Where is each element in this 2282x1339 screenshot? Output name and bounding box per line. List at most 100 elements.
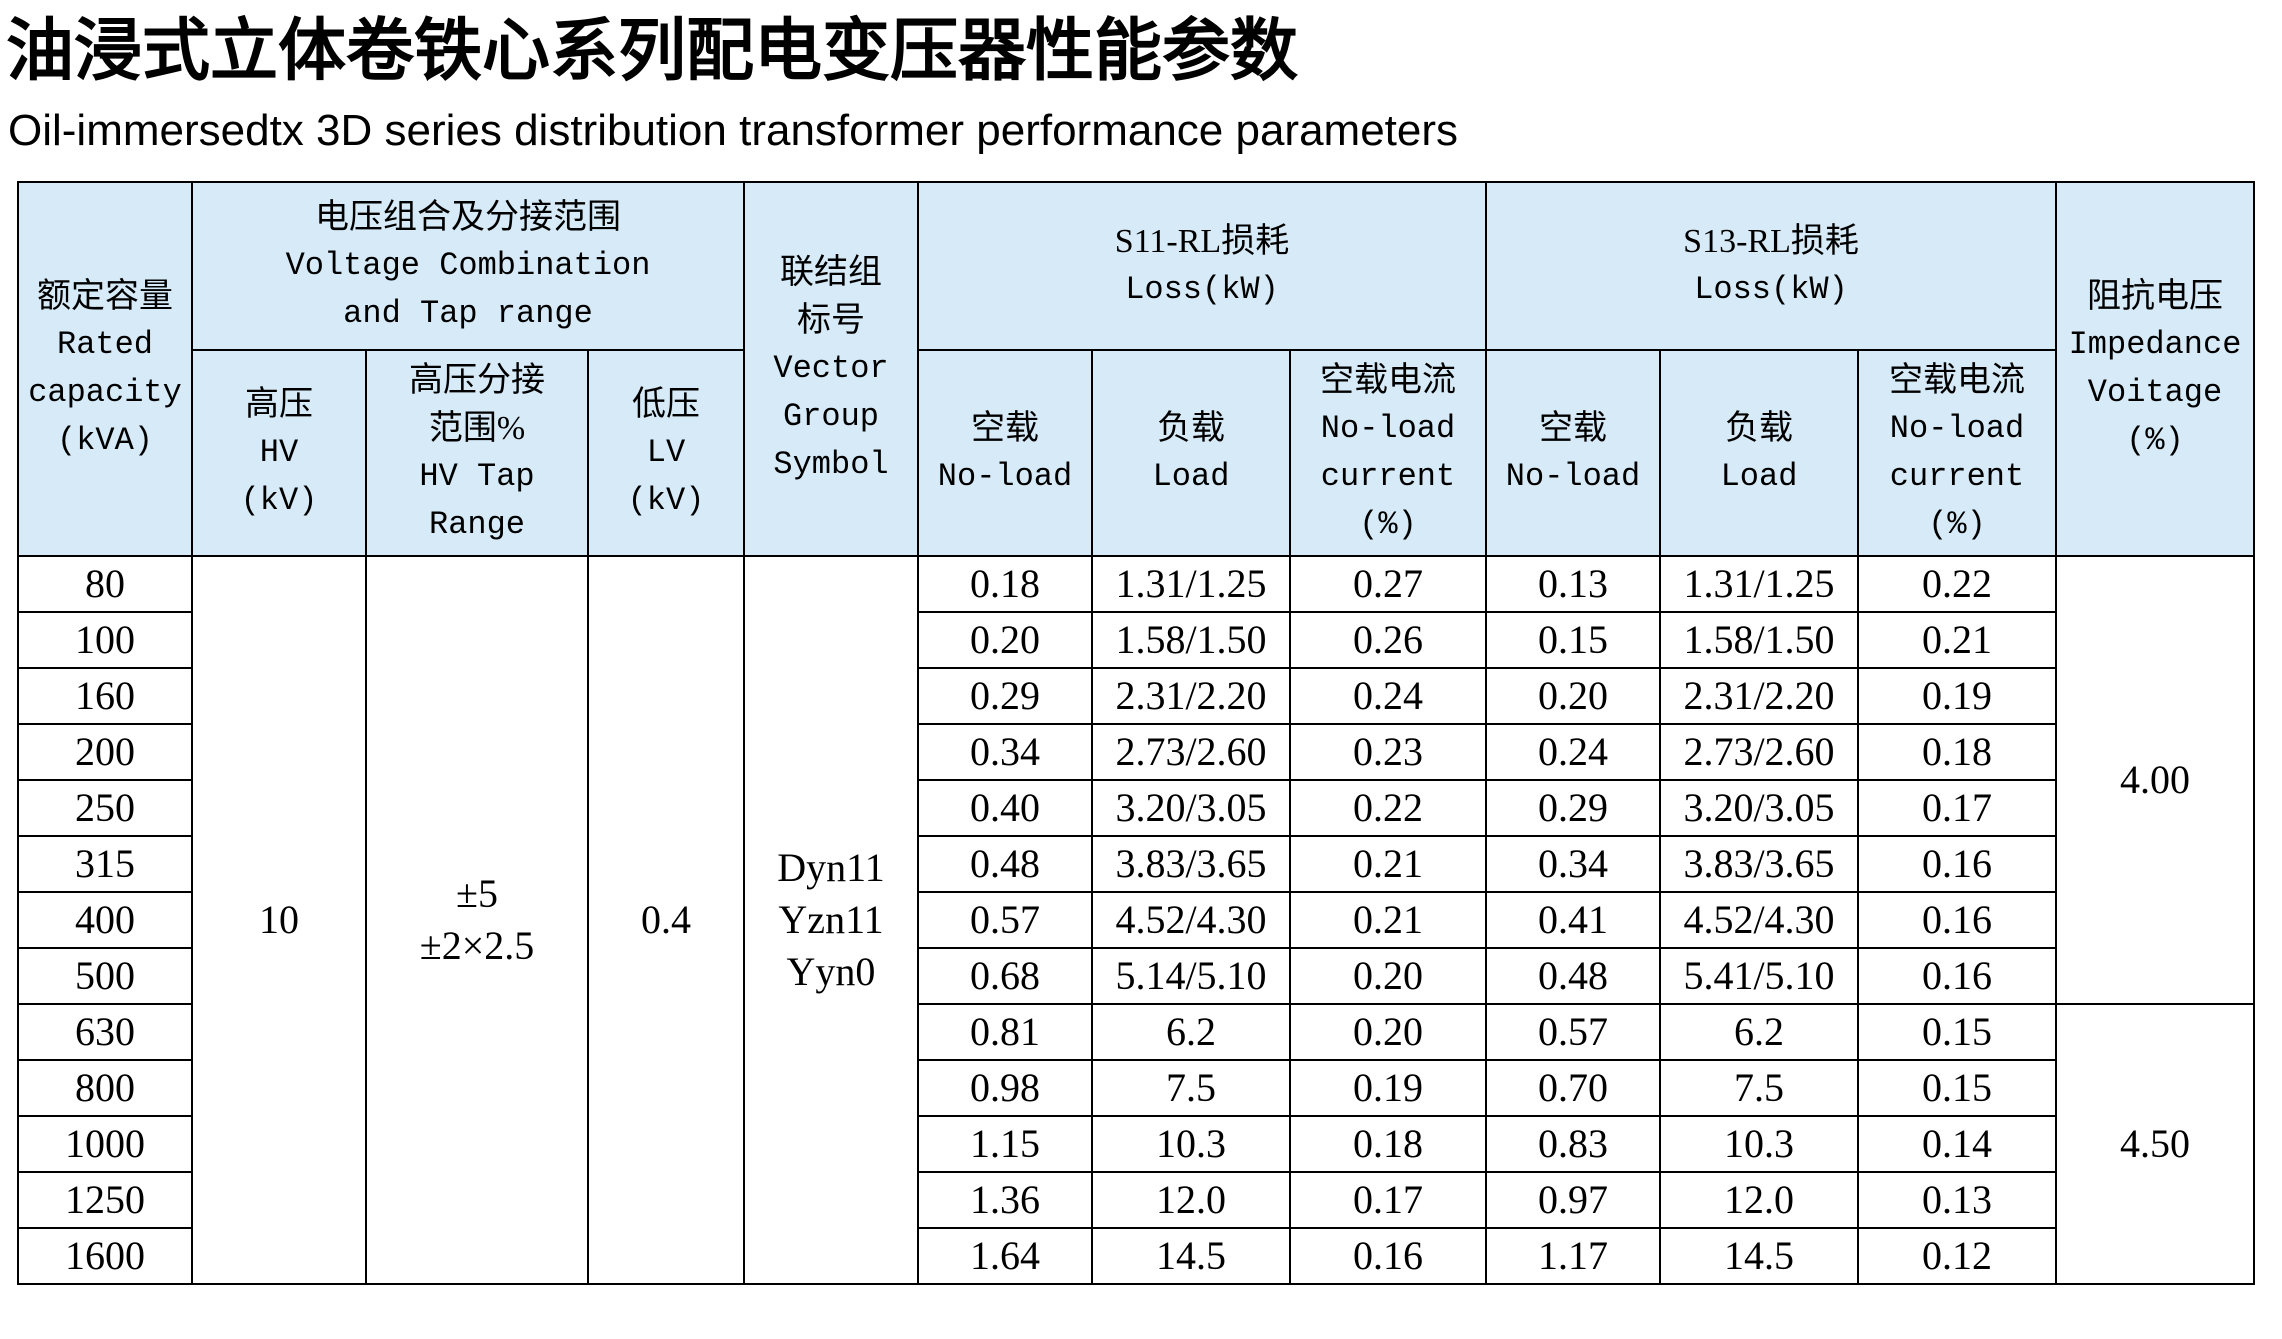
header-s13-loss: S13-RL损耗 Loss(kW) — [1485, 181, 2057, 351]
table-row: 1250 1.36 12.0 0.17 0.97 12.0 0.13 — [17, 1171, 2254, 1229]
header-s13-no-load-current: 空载电流 No-load current (%) — [1857, 349, 2057, 557]
header-s11-no-load: 空载 No-load — [917, 349, 1093, 557]
cell-s13-load: 6.2 — [1659, 1003, 1859, 1061]
table-row: 160 0.29 2.31/2.20 0.24 0.20 2.31/2.20 0.19 — [17, 667, 2254, 725]
cell-s11-load: 1.31/1.25 — [1091, 555, 1291, 613]
cell-s11-noload: 1.36 — [917, 1171, 1093, 1229]
table-row: 315 0.48 3.83/3.65 0.21 0.34 3.83/3.65 0.16 — [17, 835, 2254, 893]
cell-hv: 10 — [191, 555, 367, 1285]
cell-s11-current: 0.26 — [1289, 611, 1487, 669]
table-row: 1000 1.15 10.3 0.18 0.83 10.3 0.14 — [17, 1115, 2254, 1173]
cell-s13-load: 2.31/2.20 — [1659, 667, 1859, 725]
cell-s13-load: 5.41/5.10 — [1659, 947, 1859, 1005]
cell-s11-noload: 1.15 — [917, 1115, 1093, 1173]
table-row: 500 0.68 5.14/5.10 0.20 0.48 5.41/5.10 0.16 — [17, 947, 2254, 1005]
cell-s13-noload: 0.48 — [1485, 947, 1661, 1005]
cell-s11-current: 0.24 — [1289, 667, 1487, 725]
cell-s13-noload: 0.13 — [1485, 555, 1661, 613]
cell-s13-load: 10.3 — [1659, 1115, 1859, 1173]
cell-s13-noload: 0.15 — [1485, 611, 1661, 669]
cell-s13-load: 3.83/3.65 — [1659, 835, 1859, 893]
table-row: 200 0.34 2.73/2.60 0.23 0.24 2.73/2.60 0.18 — [17, 723, 2254, 781]
cell-s11-load: 14.5 — [1091, 1227, 1291, 1285]
cell-s11-noload: 0.48 — [917, 835, 1093, 893]
header-s13-load: 负载 Load — [1659, 349, 1859, 557]
cell-s11-current: 0.21 — [1289, 835, 1487, 893]
cell-s13-noload: 0.20 — [1485, 667, 1661, 725]
cell-s13-noload: 0.41 — [1485, 891, 1661, 949]
cell-s11-current: 0.17 — [1289, 1171, 1487, 1229]
cell-s11-load: 2.31/2.20 — [1091, 667, 1291, 725]
cell-s13-current: 0.12 — [1857, 1227, 2057, 1285]
header-vector-group: 联结组 标号 Vector Group Symbol — [743, 181, 919, 557]
cell-s11-load: 3.83/3.65 — [1091, 835, 1291, 893]
table-row: 800 0.98 7.5 0.19 0.70 7.5 0.15 — [17, 1059, 2254, 1117]
cell-s11-noload: 0.98 — [917, 1059, 1093, 1117]
header-lv: 低压 LV (kV) — [587, 349, 745, 557]
cell-s13-load: 3.20/3.05 — [1659, 779, 1859, 837]
cell-s11-load: 1.58/1.50 — [1091, 611, 1291, 669]
table-row: 100 0.20 1.58/1.50 0.26 0.15 1.58/1.50 0.21 — [17, 611, 2254, 669]
cell-s13-current: 0.15 — [1857, 1059, 2057, 1117]
cell-s11-current: 0.22 — [1289, 779, 1487, 837]
cell-s11-noload: 0.34 — [917, 723, 1093, 781]
performance-table: 额定容量 Rated capacity (kVA) 电压组合及分接范围 Volt… — [17, 181, 2255, 1285]
cell-vector-group: Dyn11 Yzn11 Yyn0 — [743, 555, 919, 1285]
header-hv-tap-range: 高压分接 范围% HV Tap Range — [365, 349, 589, 557]
cell-capacity: 315 — [17, 835, 193, 893]
cell-s13-noload: 0.57 — [1485, 1003, 1661, 1061]
cell-s13-noload: 0.70 — [1485, 1059, 1661, 1117]
cell-s13-current: 0.22 — [1857, 555, 2057, 613]
cell-capacity: 100 — [17, 611, 193, 669]
table-row: 1600 1.64 14.5 0.16 1.17 14.5 0.12 — [17, 1227, 2254, 1285]
cell-s11-load: 5.14/5.10 — [1091, 947, 1291, 1005]
cell-s13-load: 2.73/2.60 — [1659, 723, 1859, 781]
cell-s13-noload: 0.24 — [1485, 723, 1661, 781]
cell-s11-current: 0.20 — [1289, 1003, 1487, 1061]
page-subtitle: Oil-immersedtx 3D series distribution tr… — [8, 106, 1459, 155]
cell-s11-load: 7.5 — [1091, 1059, 1291, 1117]
cell-s11-current: 0.19 — [1289, 1059, 1487, 1117]
cell-s13-current: 0.19 — [1857, 667, 2057, 725]
cell-s11-load: 2.73/2.60 — [1091, 723, 1291, 781]
header-s11-loss: S11-RL损耗 Loss(kW) — [917, 181, 1487, 351]
header-s11-no-load-current: 空载电流 No-load current (%) — [1289, 349, 1487, 557]
table-body: 80 10 ±5 ±2×2.5 0.4 Dyn11 Yzn11 Yyn0 0.18 1.31/1.… — [17, 555, 2255, 1285]
cell-s13-current: 0.16 — [1857, 891, 2057, 949]
cell-s11-load: 10.3 — [1091, 1115, 1291, 1173]
cell-lv: 0.4 — [587, 555, 745, 1285]
cell-s11-load: 3.20/3.05 — [1091, 779, 1291, 837]
cell-s11-load: 6.2 — [1091, 1003, 1291, 1061]
cell-s13-noload: 0.83 — [1485, 1115, 1661, 1173]
cell-s13-noload: 0.97 — [1485, 1171, 1661, 1229]
cell-capacity: 250 — [17, 779, 193, 837]
cell-s13-load: 1.58/1.50 — [1659, 611, 1859, 669]
header-impedance-voltage: 阻抗电压 Impedance Voitage (%) — [2055, 181, 2255, 557]
cell-s13-current: 0.17 — [1857, 779, 2057, 837]
table-row: 400 0.57 4.52/4.30 0.21 0.41 4.52/4.30 0.16 — [17, 891, 2254, 949]
cell-s11-noload: 0.57 — [917, 891, 1093, 949]
cell-s13-current: 0.14 — [1857, 1115, 2057, 1173]
cell-s13-current: 0.21 — [1857, 611, 2057, 669]
cell-capacity: 1000 — [17, 1115, 193, 1173]
cell-impedance: 4.50 — [2055, 1003, 2255, 1285]
cell-capacity: 800 — [17, 1059, 193, 1117]
cell-capacity: 1600 — [17, 1227, 193, 1285]
cell-s11-noload: 1.64 — [917, 1227, 1093, 1285]
cell-s11-current: 0.27 — [1289, 555, 1487, 613]
cell-s11-load: 12.0 — [1091, 1171, 1291, 1229]
cell-s13-load: 4.52/4.30 — [1659, 891, 1859, 949]
cell-s11-current: 0.16 — [1289, 1227, 1487, 1285]
header-voltage-combination: 电压组合及分接范围 Voltage Combination and Tap ra… — [191, 181, 745, 351]
cell-capacity: 400 — [17, 891, 193, 949]
cell-capacity: 200 — [17, 723, 193, 781]
header-s13-no-load: 空载 No-load — [1485, 349, 1661, 557]
cell-s11-current: 0.21 — [1289, 891, 1487, 949]
table-row: 630 0.81 6.2 0.20 0.57 6.2 0.15 4.50 — [17, 1003, 2255, 1285]
cell-s11-noload: 0.40 — [917, 779, 1093, 837]
header-rated-capacity: 额定容量 Rated capacity (kVA) — [17, 181, 193, 557]
cell-s13-current: 0.15 — [1857, 1003, 2057, 1061]
cell-s13-load: 1.31/1.25 — [1659, 555, 1859, 613]
cell-capacity: 1250 — [17, 1171, 193, 1229]
cell-capacity: 80 — [17, 555, 193, 613]
